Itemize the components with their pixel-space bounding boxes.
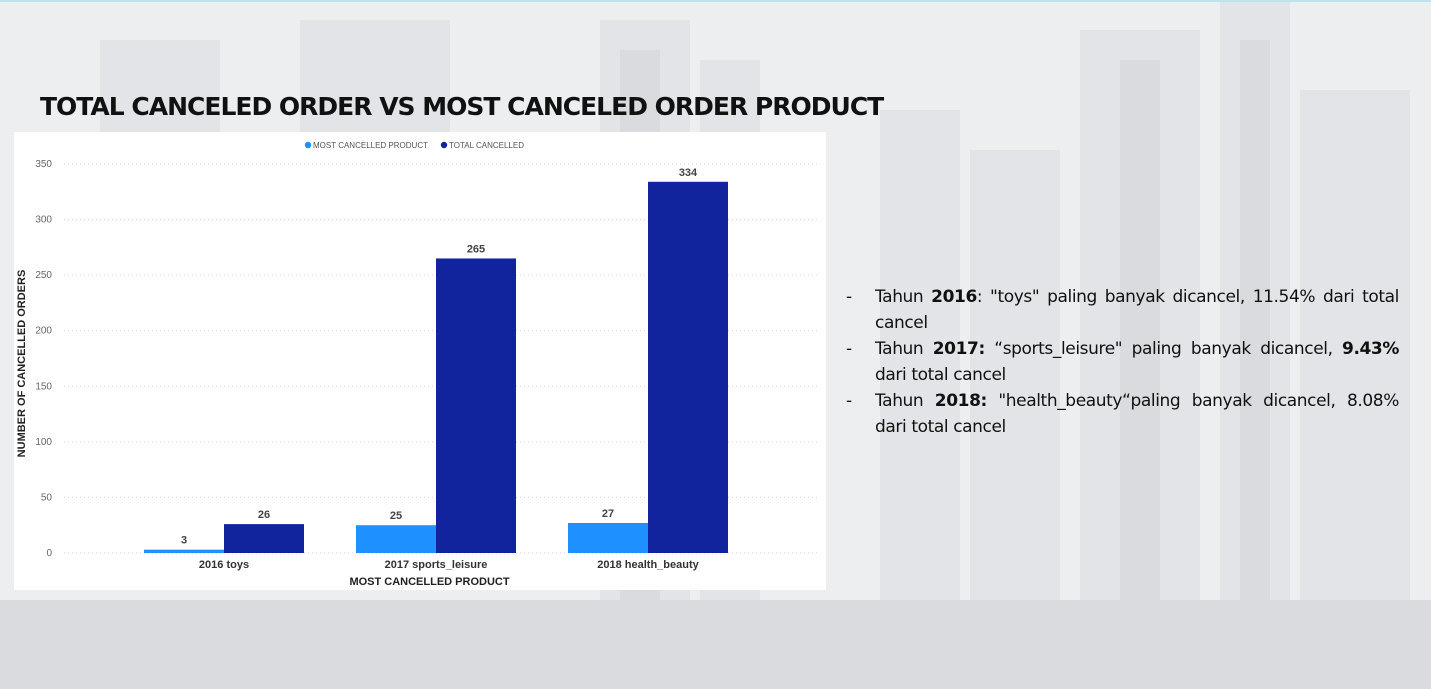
slide-title: TOTAL CANCELED ORDER VS MOST CANCELED OR…: [40, 92, 884, 121]
legend-marker: [304, 141, 312, 149]
x-axis-title: MOST CANCELLED PRODUCT: [349, 576, 509, 588]
bar: [224, 524, 304, 553]
note-suffix: dari total cancel: [875, 417, 1006, 437]
data-label: 26: [258, 509, 270, 521]
note-item: - Tahun 2016: "toys" paling banyak dicanc…: [846, 284, 1399, 336]
data-label: 3: [181, 535, 187, 547]
note-dash: -: [846, 287, 852, 307]
note-middle: “sports_leisure" paling banyak dicancel,: [984, 339, 1343, 359]
y-tick-label: 0: [46, 548, 52, 559]
notes-list: - Tahun 2016: "toys" paling banyak dicanc…: [846, 284, 1399, 440]
note-year: 2018:: [934, 391, 988, 411]
y-tick-label: 250: [35, 270, 52, 281]
note-percent: 8.08%: [1346, 391, 1399, 411]
bar: [144, 549, 224, 553]
bar-chart: 0 50 100 150 200 250 300 350 3 26 2016 toys 25 265 20…: [16, 141, 819, 588]
note-year: 2017:: [932, 339, 986, 359]
note-middle: : "toys" paling banyak dicancel,: [976, 287, 1253, 307]
y-tick-label: 150: [35, 381, 52, 392]
note-suffix: dari total cancel: [875, 287, 1400, 333]
note-percent: 11.54%: [1252, 287, 1316, 307]
note-suffix: dari total cancel: [875, 365, 1006, 385]
note-item: - Tahun 2017: “sports_leisure" paling ban…: [846, 336, 1399, 388]
note-prefix: Tahun: [875, 391, 935, 411]
bar: [648, 181, 728, 554]
note-middle: "health_beauty“paling banyak dicancel,: [986, 391, 1347, 411]
top-accent-line: [0, 0, 1431, 2]
y-tick-label: 300: [35, 215, 52, 226]
y-tick-label: 350: [35, 159, 52, 170]
note-prefix: Tahun: [875, 339, 933, 359]
bar: [568, 522, 648, 553]
note-year: 2016: [931, 287, 977, 307]
data-label: 265: [467, 243, 485, 255]
data-label: 25: [390, 510, 402, 522]
bar: [356, 525, 436, 553]
note-percent: 9.43%: [1342, 339, 1399, 359]
x-tick-label: 2016 toys: [199, 559, 249, 571]
note-item: - Tahun 2018: "health_beauty“paling banya…: [846, 388, 1399, 440]
legend-marker: [440, 141, 448, 149]
legend-label: TOTAL CANCELLED: [449, 141, 524, 150]
y-axis-title: NUMBER OF CANCELLED ORDERS: [16, 270, 28, 458]
bar: [436, 258, 516, 553]
note-dash: -: [846, 391, 852, 411]
y-tick-label: 200: [35, 326, 52, 337]
y-tick-label: 100: [35, 437, 52, 448]
x-tick-label: 2017 sports_leisure: [385, 559, 488, 571]
bar-chart-panel: 0 50 100 150 200 250 300 350 3 26 2016 toys 25 265 20…: [14, 132, 826, 590]
y-tick-label: 50: [41, 492, 53, 503]
data-label: 27: [602, 508, 614, 520]
data-label: 334: [679, 167, 698, 179]
x-tick-label: 2018 health_beauty: [597, 559, 699, 571]
note-prefix: Tahun: [875, 287, 932, 307]
note-dash: -: [846, 339, 852, 359]
legend-label: MOST CANCELLED PRODUCT: [313, 141, 428, 150]
